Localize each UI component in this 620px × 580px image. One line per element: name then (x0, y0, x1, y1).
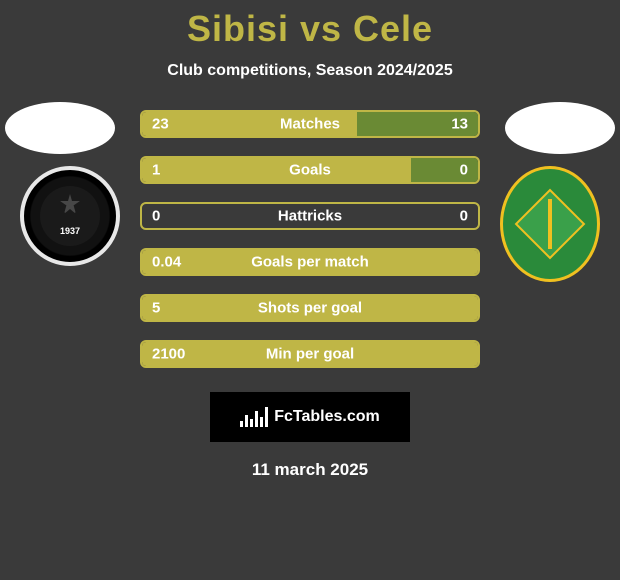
stat-bar: 0.04 Goals per match (140, 248, 480, 276)
club-founded-year: 1937 (60, 226, 80, 236)
brand-chart-icon (240, 407, 268, 427)
club-badge-right-inner (520, 194, 580, 254)
stats-bars: 23 13 Matches 1 0 Goals 0 0 Hattricks 0.04 Goals p… (140, 110, 480, 368)
stat-value-left: 0.04 (152, 254, 181, 271)
stat-value-left: 0 (152, 208, 160, 225)
stat-bar: 0 0 Hattricks (140, 202, 480, 230)
brand-chart-bar (260, 417, 263, 427)
stat-label: Min per goal (266, 346, 354, 363)
stat-value-left: 23 (152, 116, 169, 133)
stat-label: Shots per goal (258, 300, 362, 317)
brand-chart-bar (245, 415, 248, 427)
stat-value-left: 1 (152, 162, 160, 179)
stat-value-right: 0 (460, 208, 468, 225)
stat-bar: 1 0 Goals (140, 156, 480, 184)
brand-chart-bar (250, 419, 253, 427)
stat-label: Goals per match (251, 254, 369, 271)
brand-chart-bar (255, 411, 258, 427)
stat-label: Hattricks (278, 208, 342, 225)
date-label: 11 march 2025 (0, 460, 620, 480)
brand-chart-bar (240, 421, 243, 427)
club-badge-left-inner: 1937 (40, 186, 100, 246)
player-avatar-left (5, 102, 115, 154)
stat-value-right: 0 (460, 162, 468, 179)
stat-value-right: 13 (451, 116, 468, 133)
stat-bar: 23 13 Matches (140, 110, 480, 138)
brand-chart-bar (265, 407, 268, 427)
stat-bar: 5 Shots per goal (140, 294, 480, 322)
page-title: Sibisi vs Cele (0, 0, 620, 50)
player-avatar-right (505, 102, 615, 154)
subtitle: Club competitions, Season 2024/2025 (0, 62, 620, 80)
stat-label: Matches (280, 116, 340, 133)
comparison-panel: 1937 23 13 Matches 1 0 Goals 0 0 Hattricks 0.04 Go… (0, 110, 620, 368)
stat-value-left: 2100 (152, 346, 185, 363)
brand-logo: FcTables.com (210, 392, 410, 442)
club-badge-left: 1937 (20, 166, 120, 266)
stat-bar: 2100 Min per goal (140, 340, 480, 368)
club-badge-right (500, 166, 600, 282)
stat-fill-left (142, 158, 411, 182)
stat-label: Goals (289, 162, 331, 179)
stat-value-left: 5 (152, 300, 160, 317)
brand-text: FcTables.com (274, 408, 380, 426)
